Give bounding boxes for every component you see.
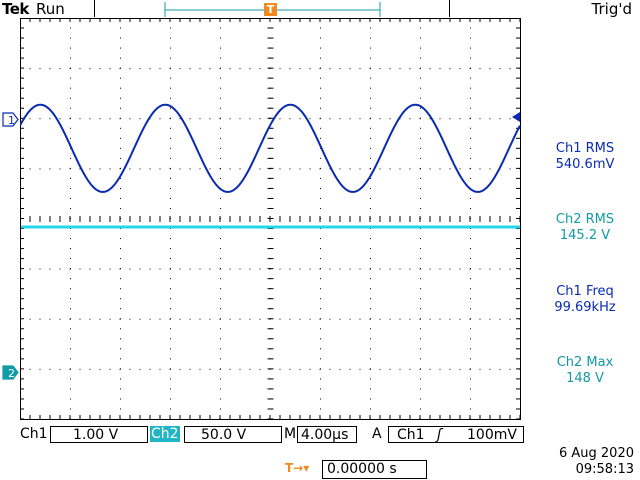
measurement-value: 540.6mV <box>555 157 615 172</box>
trigger-level: 100mV <box>467 427 517 443</box>
timebase-box[interactable]: 4.00µs <box>297 426 357 443</box>
ch2-ground-marker: 2 <box>2 365 19 380</box>
header-divider <box>94 0 95 17</box>
measurement-label: Ch1 Freq <box>556 284 614 299</box>
trigger-status: Trig'd <box>591 0 632 18</box>
ch1-label[interactable]: Ch1 <box>20 426 48 442</box>
ch2-scale-box[interactable]: 50.0 V <box>184 426 282 443</box>
measurement-ch2-rms: Ch2 RMS 145.2 V <box>540 212 630 244</box>
trigger-mode-label: A <box>372 426 382 442</box>
ch2-marker-label: 2 <box>8 367 15 380</box>
ch1-scale: 1.00 V <box>73 427 119 443</box>
oscilloscope-screen[interactable] <box>20 18 522 424</box>
measurement-label: Ch2 RMS <box>555 212 615 227</box>
brand-logo: Tek <box>2 0 29 18</box>
measurement-ch1-freq: Ch1 Freq 99.69kHz <box>540 284 630 316</box>
measurement-label: Ch2 Max <box>556 355 614 370</box>
trigger-position-value: 0.00000 s <box>327 461 397 477</box>
ch1-marker-label: 1 <box>8 114 15 127</box>
timebase-value: 4.00µs <box>301 427 349 443</box>
rising-edge-icon: ʃ <box>437 427 442 443</box>
date-display: 6 Aug 2020 <box>558 446 634 461</box>
trigger-position-marker: T <box>264 3 277 16</box>
trigger-box[interactable]: Ch1 ʃ 100mV <box>388 426 524 443</box>
trigger-position-icon: T→▾ <box>285 461 310 475</box>
header-divider <box>449 0 450 17</box>
ch2-label[interactable]: Ch2 <box>150 426 180 442</box>
timebase-label: M <box>284 426 297 442</box>
ch1-ground-marker: 1 <box>2 112 19 127</box>
trigger-source: Ch1 <box>397 427 425 443</box>
measurement-ch1-rms: Ch1 RMS 540.6mV <box>540 141 630 173</box>
measurement-label: Ch1 RMS <box>555 141 615 156</box>
trigger-position-box[interactable]: 0.00000 s <box>322 460 427 479</box>
measurement-value: 99.69kHz <box>554 300 616 315</box>
time-display: 09:58:13 <box>575 462 634 477</box>
ch1-scale-box[interactable]: 1.00 V <box>50 426 148 443</box>
graticule-grid <box>20 18 521 420</box>
ch2-scale: 50.0 V <box>201 427 247 443</box>
ch1-waveform <box>20 103 521 193</box>
acquisition-state: Run <box>36 0 65 18</box>
ch1-trigger-level-arrow <box>512 112 520 122</box>
measurement-ch2-max: Ch2 Max 148 V <box>540 355 630 387</box>
measurement-value: 148 V <box>566 371 604 386</box>
measurement-value: 145.2 V <box>559 228 611 243</box>
